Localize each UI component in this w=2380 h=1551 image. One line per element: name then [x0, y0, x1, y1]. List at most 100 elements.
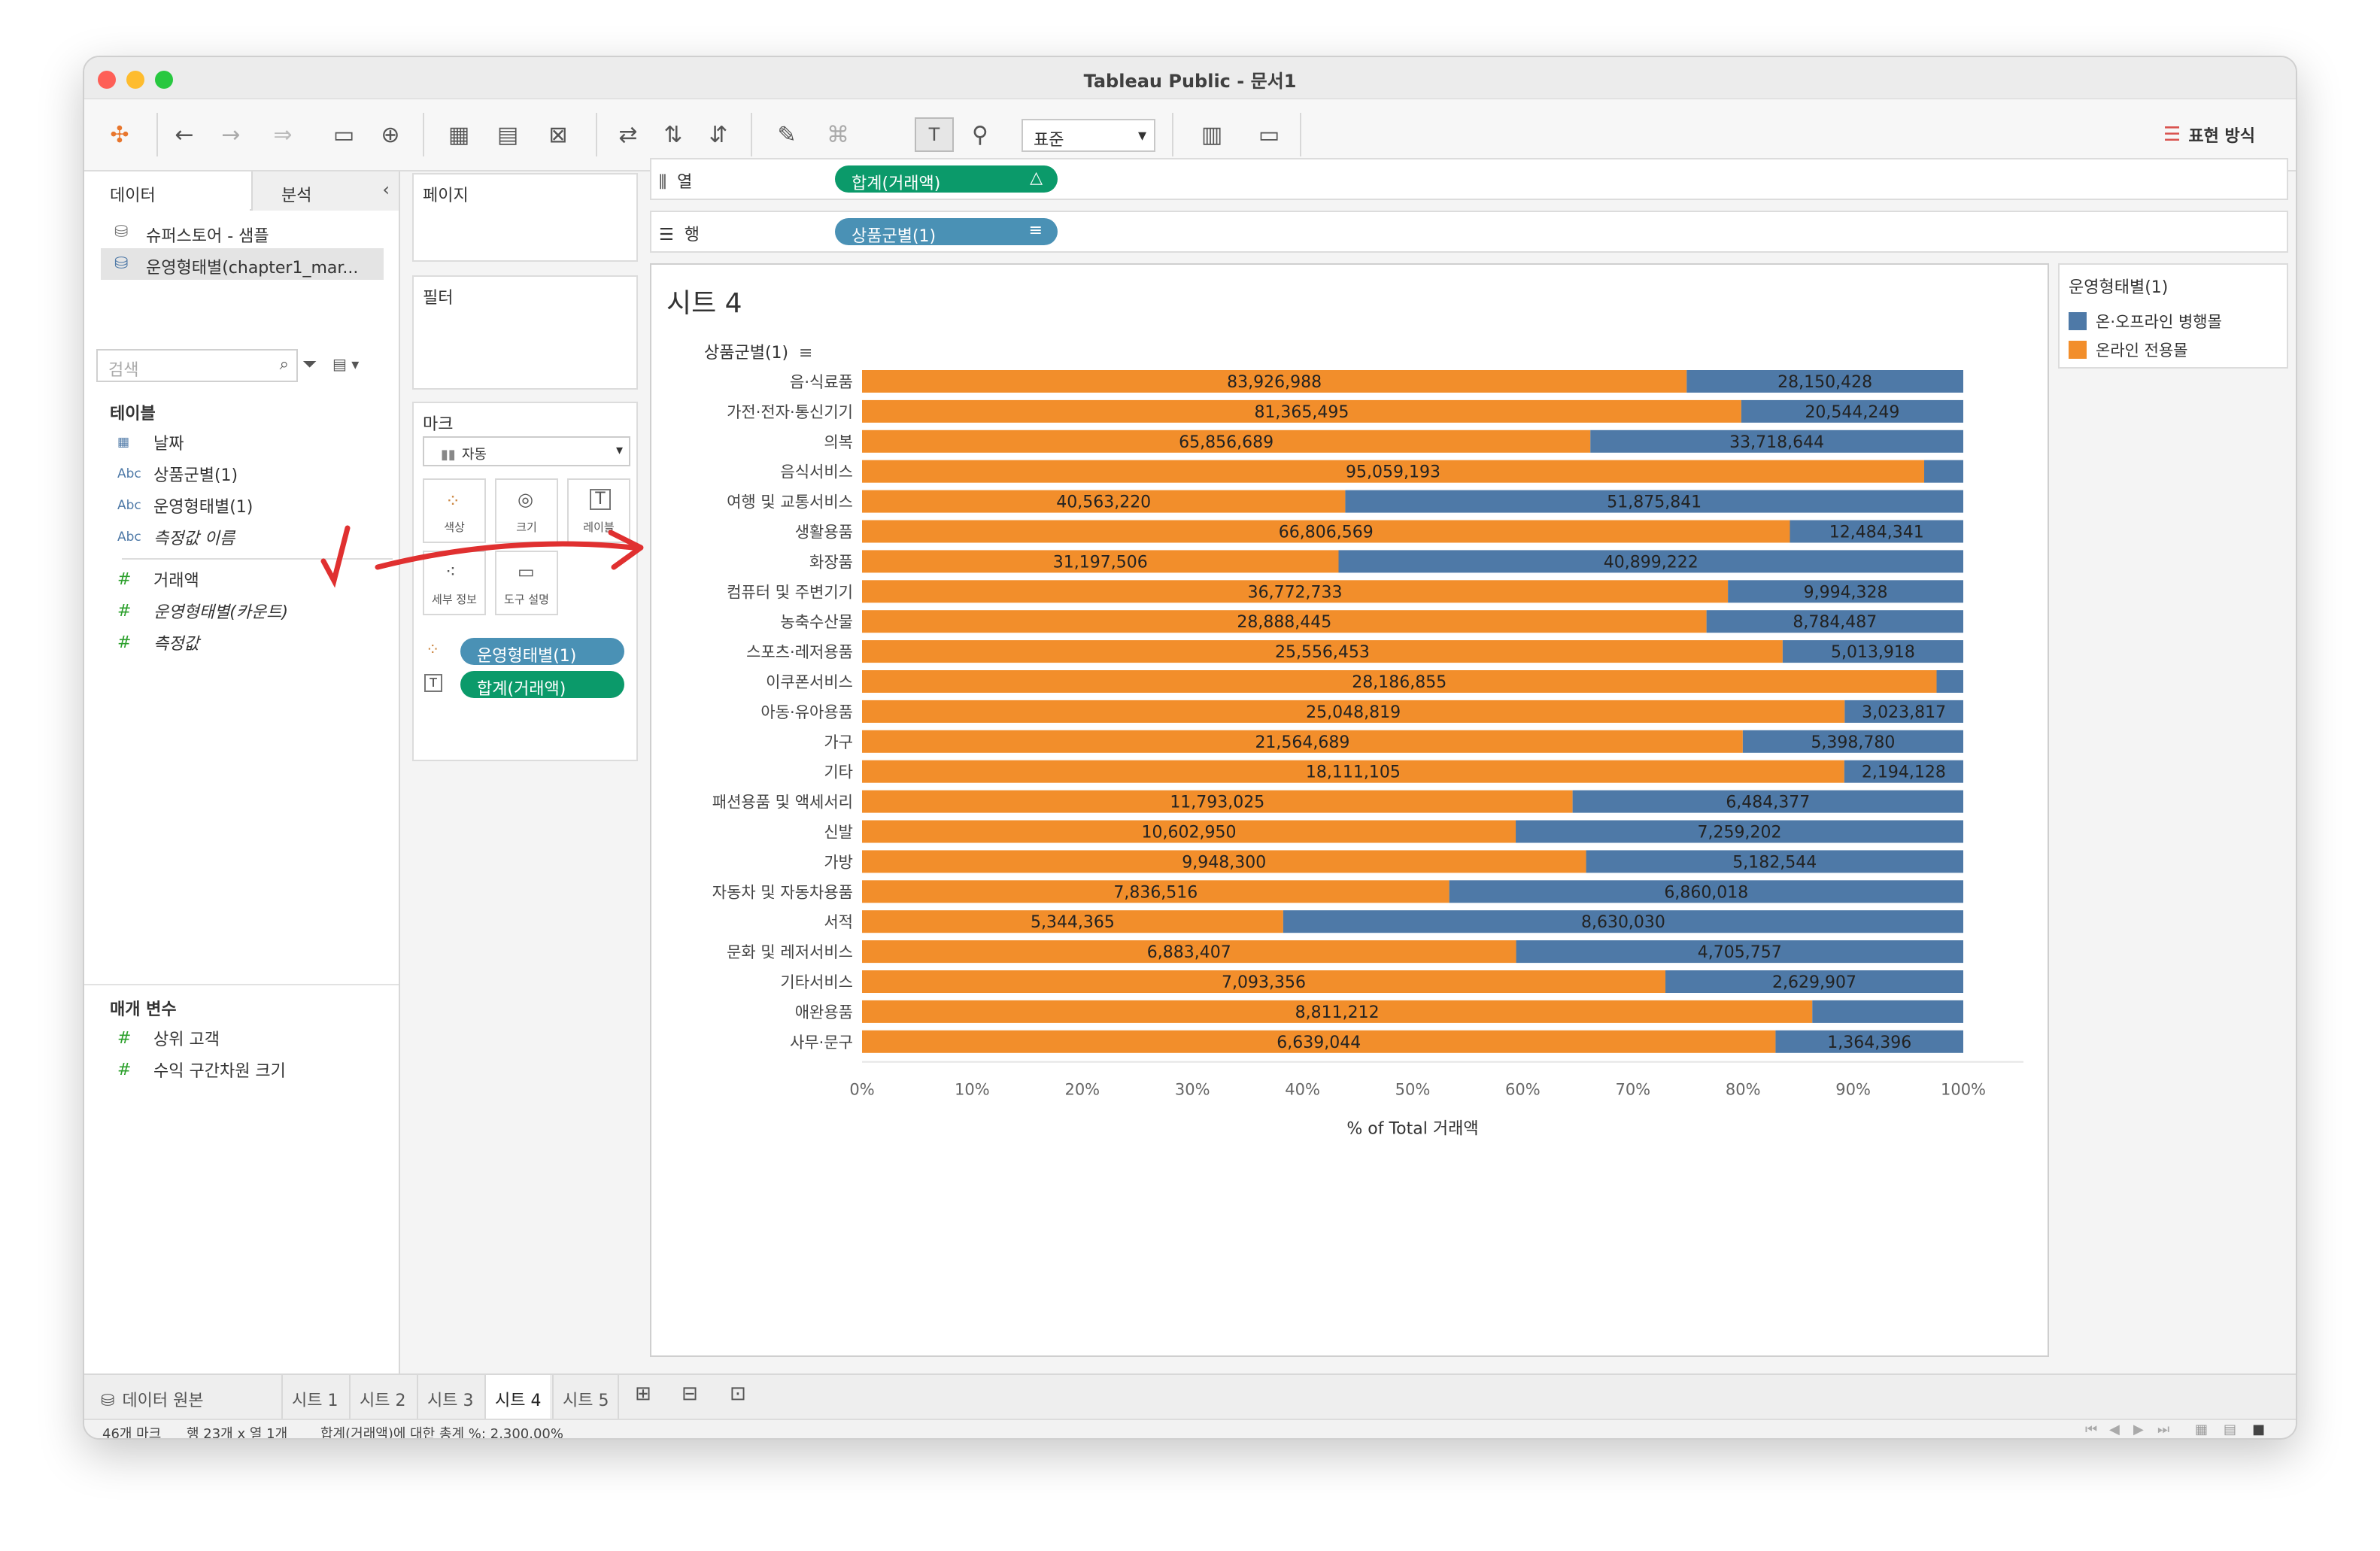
sort-descending-icon[interactable]: ⇵ [709, 121, 728, 148]
new-dashboard-icon[interactable]: ⊟ [682, 1383, 698, 1405]
data-label: 1,364,396 [1827, 1033, 1911, 1052]
pin-icon[interactable]: ⚲ [972, 121, 988, 148]
tableau-logo-icon[interactable]: ✣ [110, 121, 129, 148]
add-datasource-icon[interactable]: ⊕ [381, 121, 400, 148]
data-label: 40,899,222 [1604, 553, 1698, 572]
field-measure-names[interactable]: Abc 측정값 이름 [117, 522, 235, 552]
field-channel-count[interactable]: # 운영형태별(카운트) [117, 596, 288, 626]
filmstrip-view-icon[interactable]: ■ [2252, 1422, 2266, 1437]
tables-heading: 테이블 [110, 405, 156, 423]
swap-axes-icon[interactable]: ⇄ [618, 121, 638, 148]
param-top-customers[interactable]: # 상위 고객 [117, 1023, 220, 1053]
label-pill[interactable]: 합계(거래액) [460, 671, 624, 699]
zoom-window-button[interactable] [155, 71, 173, 89]
rows-shelf[interactable]: ☰ 행 상품군별(1) ≡ [650, 211, 2288, 253]
tab-sheet-5[interactable]: 시트 5 [552, 1375, 620, 1420]
tab-datasource[interactable]: ⛁ 데이터 원본 [92, 1375, 280, 1420]
data-label: 65,856,689 [1179, 433, 1273, 452]
undo-icon[interactable]: ← [175, 121, 194, 148]
new-sheet-icon[interactable]: ⊞ [635, 1383, 651, 1405]
param-bin-size[interactable]: # 수익 구간차원 크기 [117, 1055, 286, 1085]
sort-ascending-icon[interactable]: ⇅ [663, 121, 683, 148]
abc-icon: Abc [117, 498, 141, 513]
minimize-window-button[interactable] [126, 71, 144, 89]
mark-button-label: 도구 설명 [504, 593, 549, 606]
tab-sheet-4[interactable]: 시트 4 [484, 1375, 551, 1420]
highlight-icon[interactable]: ✎ [777, 121, 797, 148]
param-label: 수익 구간차원 크기 [153, 1062, 286, 1081]
data-label: 7,836,516 [1113, 883, 1198, 902]
detail-mark-button[interactable]: ⁖ 세부 정보 [423, 551, 486, 615]
bar-online-only [862, 610, 1707, 633]
show-me-button[interactable]: ☰ 표현 방식 [2153, 117, 2266, 152]
bar-omni-channel [1742, 730, 1963, 753]
redo-icon[interactable]: → [221, 121, 241, 148]
save-icon[interactable]: ▭ [332, 121, 355, 148]
collapse-pane-icon[interactable]: ‹ [382, 179, 390, 200]
fit-dropdown[interactable]: 표준 ▾ [1022, 119, 1155, 152]
size-mark-button[interactable]: ◎ 크기 [495, 478, 558, 543]
columns-shelf[interactable]: ⫼ 열 합계(거래액) △ [650, 158, 2288, 200]
tab-data[interactable]: 데이터 [84, 171, 250, 211]
replay-icon[interactable]: ⇒ [273, 121, 293, 148]
pages-card[interactable]: 페이지 [412, 173, 638, 262]
nav-first-icon[interactable]: ⏮ [2085, 1422, 2098, 1437]
category-label: 컴퓨터 및 주변기기 [727, 583, 853, 601]
datasource-label: 슈퍼스토어 - 샘플 [146, 227, 269, 246]
tooltip-mark-button[interactable]: ▭ 도구 설명 [495, 551, 558, 615]
nav-last-icon[interactable]: ⏭ [2157, 1422, 2170, 1437]
view-options-icon[interactable]: ▤ ▾ [332, 355, 360, 373]
label-mark-button[interactable]: T 레이블 [567, 478, 630, 543]
close-window-button[interactable] [98, 71, 116, 89]
tab-sheet-3[interactable]: 시트 3 [417, 1375, 482, 1420]
abc-icon: Abc [117, 466, 141, 481]
mark-type-dropdown[interactable]: ▮▮ 자동 ▾ [423, 436, 630, 466]
show-cards-icon[interactable]: ▥ [1201, 121, 1223, 148]
bar-omni-channel [1844, 700, 1963, 723]
legend-item[interactable]: 온·오프라인 병행몰 [2069, 310, 2222, 332]
database-linked-icon: ⛁ [114, 254, 129, 273]
text-label-icon: T [590, 489, 611, 510]
worksheet-view[interactable]: 시트 4 상품군별(1) ≡ 음·식료품 83,926,988 28,150,428 가전… [650, 263, 2049, 1357]
nav-prev-icon[interactable]: ◀ [2109, 1422, 2120, 1437]
field-channel[interactable]: Abc 운영형태별(1) [117, 490, 253, 521]
grid-view-icon[interactable]: ▦ [2195, 1422, 2208, 1437]
bar-online-only [862, 820, 1516, 843]
tab-sheet-1[interactable]: 시트 1 [281, 1375, 347, 1420]
legend-swatch [2069, 341, 2087, 359]
field-amount[interactable]: # 거래액 [117, 564, 199, 594]
show-labels-icon[interactable]: T [915, 117, 954, 152]
data-label: 51,875,841 [1607, 493, 1702, 512]
field-category[interactable]: Abc 상품군별(1) [117, 459, 238, 489]
data-pane: 데이터 분석 ‹ ⛁ 슈퍼스토어 - 샘플 ⛁ 운영형태별(chapter1_mar… [84, 171, 400, 1373]
color-legend[interactable]: 운영형태별(1) 온·오프라인 병행몰 온라인 전용몰 [2058, 263, 2288, 369]
field-date[interactable]: ▦ 날짜 [117, 427, 184, 457]
presentation-mode-icon[interactable]: ▭ [1258, 121, 1280, 148]
clear-sheet-icon[interactable]: ⊠ [548, 121, 568, 148]
columns-pill[interactable]: 합계(거래액) △ [835, 165, 1058, 193]
tab-analysis[interactable]: 분석 [251, 171, 399, 211]
list-view-icon[interactable]: ▤ [2224, 1422, 2237, 1437]
nav-next-icon[interactable]: ▶ [2133, 1422, 2144, 1437]
filter-fields-icon[interactable]: ⏷ [302, 354, 317, 375]
datasource-superstore[interactable]: ⛁ 슈퍼스토어 - 샘플 [84, 217, 400, 248]
legend-item[interactable]: 온라인 전용몰 [2069, 338, 2188, 361]
color-pill[interactable]: 운영형태별(1) [460, 638, 624, 666]
tooltip-icon: ▭ [518, 561, 535, 582]
rows-pill[interactable]: 상품군별(1) ≡ [835, 218, 1058, 246]
duplicate-sheet-icon[interactable]: ▤ [496, 121, 519, 148]
new-worksheet-icon[interactable]: ▦ [448, 121, 470, 148]
group-icon[interactable]: ⌘ [827, 121, 849, 148]
color-mark-button[interactable]: ⁘ 색상 [423, 478, 486, 543]
field-search-input[interactable]: 검색 ⌕ [96, 349, 298, 382]
filters-card[interactable]: 필터 [412, 275, 638, 390]
category-label: 신발 [824, 824, 853, 842]
category-label: 이쿠폰서비스 [766, 673, 853, 691]
x-tick-label: 10% [955, 1081, 990, 1099]
field-measure-values[interactable]: # 측정값 [117, 627, 199, 657]
datasource-active[interactable]: ⛁ 운영형태별(chapter1_mar... [101, 248, 384, 280]
tab-sheet-2[interactable]: 시트 2 [349, 1375, 414, 1420]
new-story-icon[interactable]: ⊡ [730, 1383, 746, 1405]
data-label: 6,883,407 [1147, 943, 1231, 962]
category-label: 스포츠·레저용품 [746, 643, 853, 661]
